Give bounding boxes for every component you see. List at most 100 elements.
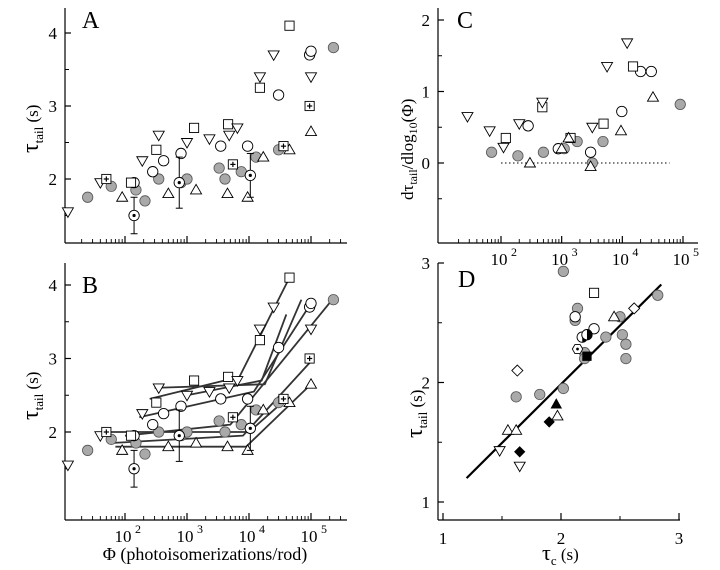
panel-d-point-2-0 bbox=[588, 287, 600, 298]
panel-b-point-1-3 bbox=[175, 400, 187, 412]
panel-b-point-3-6 bbox=[222, 383, 236, 395]
panel-d-ylabel-sub: tail bbox=[415, 411, 430, 428]
panel-d-xlabel: τc (s) bbox=[542, 540, 579, 568]
panel-c-xtick-exp-0: 2 bbox=[511, 245, 517, 259]
panel-b-point-6-1-center bbox=[177, 434, 181, 438]
panel-a-series-6 bbox=[128, 152, 256, 235]
panel-b-xtick-exp-3: 5 bbox=[321, 522, 327, 536]
panel-d-point-1-0 bbox=[569, 311, 581, 323]
panel-c-point-4-1 bbox=[555, 142, 568, 154]
panel-b-series-1 bbox=[128, 297, 317, 442]
panel-b-point-3-2 bbox=[136, 409, 149, 421]
panel-b-fit-line-6 bbox=[154, 299, 303, 389]
panel-c-xtick-exp-3: 5 bbox=[693, 245, 699, 259]
panel-a-point-3-2 bbox=[136, 156, 149, 168]
panel-c-point-4-4 bbox=[614, 124, 628, 136]
panel-d-point-0-8 bbox=[510, 391, 522, 403]
panel-a-point-3-5 bbox=[203, 134, 216, 146]
panel-b-point-0-8 bbox=[219, 426, 231, 438]
panel-d-point-7-2 bbox=[509, 423, 523, 435]
panel-d-series-7 bbox=[501, 310, 621, 435]
panel-b-series-3 bbox=[61, 302, 318, 472]
panel-d-series-8 bbox=[493, 446, 526, 473]
panel-d-xlabel-main: τ bbox=[542, 540, 551, 565]
panel-b-point-3-5 bbox=[203, 387, 216, 398]
panel-b-point-0-0 bbox=[82, 444, 94, 456]
panel-d-series-3 bbox=[582, 351, 592, 361]
panel-c-ylabel-main: dτ bbox=[398, 185, 417, 201]
panel-c-point-0-1 bbox=[512, 150, 524, 162]
panel-d-xlabel-unit: (s) bbox=[557, 545, 579, 564]
panel-c-xtick-exp-2: 4 bbox=[632, 245, 638, 259]
panel-c-series-2 bbox=[500, 61, 639, 144]
panel-d-point-4-1-half bbox=[586, 329, 593, 340]
panel-b-point-1-2 bbox=[157, 407, 170, 420]
panel-b-point-3-8 bbox=[253, 324, 267, 336]
panel-a-point-4-2 bbox=[189, 183, 203, 195]
panel-c-letter: C bbox=[457, 8, 473, 34]
panel-c-ylabel-end: (Φ) bbox=[398, 99, 417, 123]
panel-b-point-1-6 bbox=[272, 341, 285, 354]
panel-d-series-5 bbox=[571, 344, 584, 354]
panel-d-ylabel-main: τ bbox=[402, 428, 428, 438]
panel-a-point-2-2 bbox=[189, 122, 200, 133]
panel-d-xlabel-sub: c bbox=[551, 553, 557, 568]
panel-c-point-1-2 bbox=[584, 146, 597, 158]
panel-a-point-1-1 bbox=[147, 166, 159, 178]
panel-a-point-3-4 bbox=[180, 138, 194, 149]
panel-a-point-4-4 bbox=[241, 190, 254, 202]
panel-a-series-5 bbox=[101, 100, 315, 185]
panel-c-point-1-0 bbox=[522, 120, 534, 132]
panel-c-point-3-6 bbox=[600, 62, 614, 73]
panel-b-letter: B bbox=[82, 273, 98, 299]
panel-d-fit-line bbox=[465, 283, 663, 479]
panel-b-xtick-exp-1: 3 bbox=[197, 522, 203, 536]
panel-a: A bbox=[82, 8, 100, 34]
panel-c-ylabel-rest: /dlog bbox=[398, 134, 417, 169]
panel-a-series-3 bbox=[61, 50, 318, 219]
panel-b-point-1-4 bbox=[215, 393, 227, 405]
panel-c-ytick-label-1: 1 bbox=[422, 83, 431, 102]
panel-a-ylabel-unit: (s) bbox=[23, 105, 42, 127]
panel-b-fit-line-5 bbox=[149, 277, 291, 400]
panel-b-point-2-3 bbox=[223, 371, 234, 382]
panel-d-series-6 bbox=[511, 302, 641, 377]
panel-b-ylabel: τtail (s) bbox=[18, 372, 46, 420]
panel-a-ylabel-main: τ bbox=[18, 143, 44, 153]
panel-a-point-1-4 bbox=[215, 140, 227, 152]
panel-c-point-4-3 bbox=[584, 160, 597, 172]
panel-c-point-4-0 bbox=[523, 156, 537, 168]
panel-d-ytick-label-1: 2 bbox=[422, 374, 431, 393]
panel-b-series-5 bbox=[101, 353, 315, 438]
panel-c-series-4 bbox=[523, 90, 660, 172]
panel-c-point-3-0 bbox=[461, 112, 474, 123]
panel-b-point-1-1 bbox=[147, 418, 159, 431]
panel-d-point-0-9 bbox=[534, 388, 546, 401]
panel-c-ylabel-sub2: 10 bbox=[406, 122, 420, 134]
panel-a-point-1-8 bbox=[305, 45, 317, 57]
panel-a-point-2-1 bbox=[151, 144, 162, 155]
panel-d-ytick-label-2: 3 bbox=[422, 254, 431, 273]
panel-a-point-0-12 bbox=[327, 41, 340, 54]
panel-b-point-2-2 bbox=[189, 375, 200, 386]
panel-c-xtick-exp-1: 3 bbox=[572, 245, 578, 259]
panel-d-ytick-label-0: 1 bbox=[422, 493, 431, 512]
panel-c-ytick-label-2: 2 bbox=[422, 11, 431, 30]
panel-b-point-2-1 bbox=[151, 397, 162, 408]
panel-d-series-10 bbox=[550, 398, 563, 409]
panel-b-point-0-12 bbox=[327, 294, 340, 306]
panel-d: D bbox=[458, 267, 475, 293]
panel-d-point-8-0 bbox=[493, 446, 506, 458]
panel-a-ytick-label-2: 4 bbox=[49, 24, 58, 43]
panel-a-point-0-4 bbox=[153, 173, 165, 185]
panel-a-series-0 bbox=[82, 41, 340, 207]
panel-a-point-3-7 bbox=[231, 123, 244, 135]
panel-c-ylabel-sub: tail bbox=[406, 169, 420, 185]
panel-b-point-0-4 bbox=[153, 426, 165, 438]
panel-c-xtick-label-3: 10 bbox=[673, 250, 690, 269]
panel-a-point-0-8 bbox=[219, 173, 231, 185]
panel-b-point-4-2 bbox=[189, 436, 203, 448]
